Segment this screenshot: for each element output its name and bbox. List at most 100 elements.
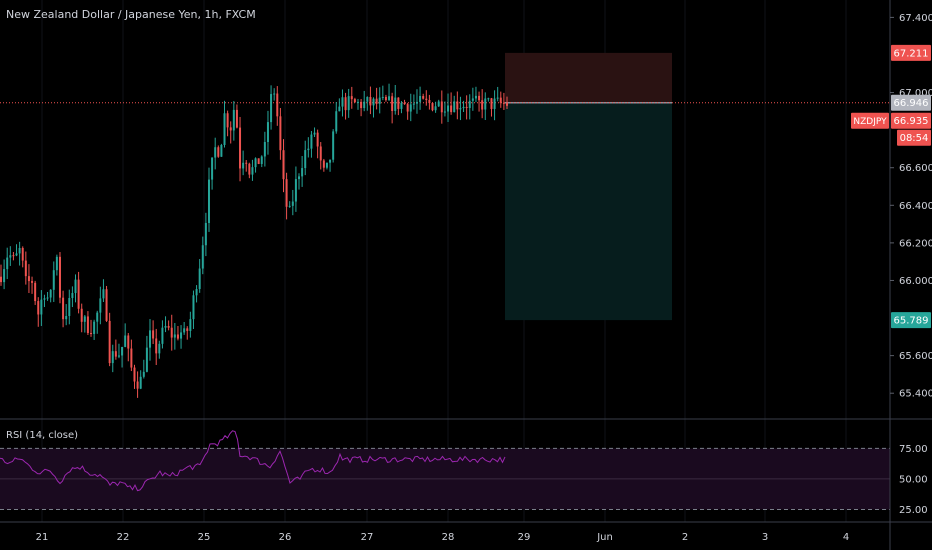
price-tick-label: 66.200: [899, 238, 932, 249]
candle-body: [291, 201, 294, 206]
candle-body: [450, 105, 453, 113]
candle-body: [40, 299, 43, 315]
candle-body: [502, 102, 505, 104]
candle-body: [372, 98, 375, 106]
candle-body: [239, 127, 242, 169]
candle-body: [127, 335, 130, 349]
candle-body: [18, 247, 21, 254]
candles: [0, 83, 508, 398]
candle-body: [229, 127, 232, 131]
time-tick-label: 27: [361, 532, 374, 543]
stop-loss-zone: [505, 52, 672, 103]
candle-body: [24, 260, 27, 277]
candle-body: [204, 222, 207, 246]
candle-body: [65, 315, 68, 320]
candle-body: [111, 351, 114, 364]
candle-body: [251, 167, 254, 175]
candle-body: [71, 293, 74, 298]
candle-body: [381, 96, 384, 98]
candle-body: [142, 371, 145, 377]
rsi-axis: 75.00 50.00 25.00: [899, 444, 928, 516]
candle-body: [152, 330, 155, 339]
candle-body: [108, 320, 111, 364]
candle-body: [341, 97, 344, 107]
candle-body: [263, 142, 266, 157]
candle-body: [356, 101, 359, 103]
candle-body: [96, 312, 99, 322]
candle-body: [363, 101, 366, 109]
candle-body: [437, 101, 440, 107]
candle-body: [471, 98, 474, 101]
candle-body: [201, 245, 204, 269]
candle-body: [195, 289, 198, 296]
candle-body: [211, 157, 214, 180]
rsi-tick-label: 50.00: [899, 474, 928, 485]
candle-body: [282, 150, 285, 180]
candle-body: [34, 282, 37, 302]
candle-body: [74, 279, 77, 294]
candle-body: [487, 98, 490, 100]
candle-body: [322, 160, 325, 168]
candle-body: [273, 93, 276, 95]
candle-body: [245, 162, 248, 164]
candle-body: [158, 343, 161, 354]
candle-body: [198, 268, 201, 290]
candle-body: [46, 297, 49, 299]
candle-body: [329, 159, 332, 163]
entry-price-tag: 66.946: [894, 98, 929, 109]
candle-body: [310, 134, 313, 149]
candle-body: [332, 131, 335, 160]
candle-body: [43, 298, 46, 300]
candle-body: [235, 109, 238, 128]
rsi-band: [0, 447, 890, 510]
candle-body: [465, 106, 468, 109]
candle-body: [31, 281, 34, 283]
candle-body: [21, 247, 24, 261]
candle-body: [481, 100, 484, 110]
candle-body: [307, 148, 310, 151]
candle-body: [422, 96, 425, 99]
candle-body: [183, 328, 186, 333]
candle-body: [257, 158, 260, 164]
rsi-line: [0, 430, 506, 492]
candle-body: [226, 113, 229, 128]
candle-body: [217, 147, 220, 157]
time-tick-label: 22: [117, 532, 130, 543]
candle-body: [276, 93, 279, 117]
time-tick-label: 25: [198, 532, 211, 543]
time-tick-label: 29: [518, 532, 531, 543]
candle-body: [360, 101, 363, 109]
candle-body: [459, 108, 462, 110]
candle-body: [304, 150, 307, 169]
candle-body: [117, 355, 120, 357]
candle-body: [266, 122, 269, 143]
price-tick-label: 66.000: [899, 276, 932, 287]
symbol-tag-bg: [851, 112, 889, 129]
candle-body: [86, 316, 89, 333]
candle-body: [220, 144, 223, 157]
candle-body: [319, 146, 322, 161]
candle-body: [447, 105, 450, 112]
candle-body: [15, 253, 18, 256]
candle-body: [388, 96, 391, 101]
candle-body: [114, 351, 117, 357]
candle-body: [37, 301, 40, 315]
candle-body: [248, 163, 251, 175]
last-price-tag: 66.935: [894, 116, 929, 127]
candle-body: [149, 330, 152, 348]
chart-title: New Zealand Dollar / Japanese Yen, 1h, F…: [6, 8, 256, 21]
candle-body: [90, 332, 93, 334]
candle-body: [55, 256, 58, 271]
candle-body: [313, 132, 316, 135]
candle-body: [301, 168, 304, 177]
candle-body: [378, 97, 381, 104]
candle-body: [415, 101, 418, 104]
candle-body: [425, 98, 428, 101]
candle-body: [335, 111, 338, 132]
candle-body: [192, 295, 195, 320]
last-price-tag-bg: [891, 112, 931, 129]
rsi-title[interactable]: RSI (14, close): [6, 430, 79, 441]
candle-body: [462, 106, 465, 109]
